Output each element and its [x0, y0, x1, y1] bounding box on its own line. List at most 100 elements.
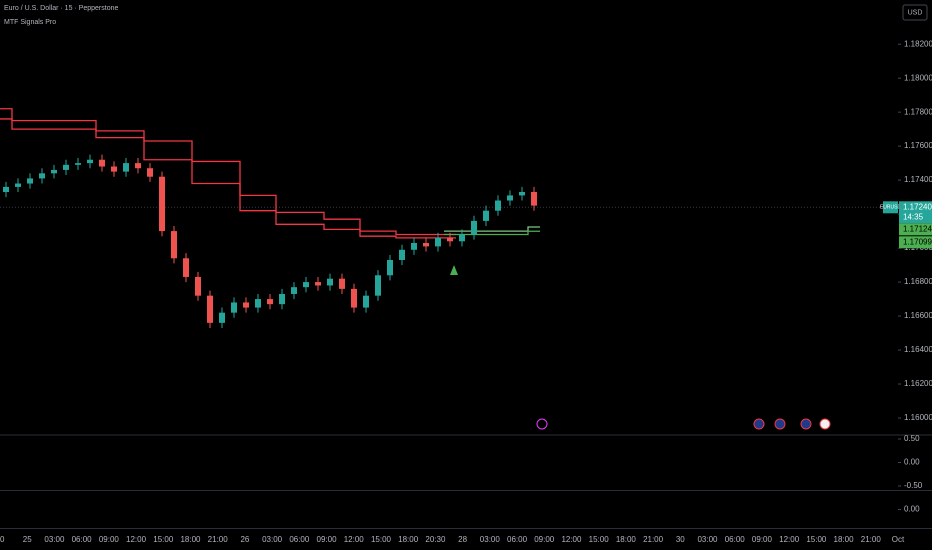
x-tick-label: 00: [0, 535, 5, 544]
event-icon[interactable]: [774, 418, 786, 430]
x-tick-label: 25: [23, 535, 32, 544]
y-tick-label: 1.16200: [904, 379, 932, 388]
x-tick-label: 18:00: [616, 535, 637, 544]
symbol-label: EURUSD: [880, 205, 902, 211]
last-price-label: 1.17240: [903, 202, 932, 211]
x-tick-label: 21:00: [208, 535, 229, 544]
price-tag-label: 1.17099: [903, 237, 932, 246]
chart-title: Euro / U.S. Dollar · 15 · Pepperstone: [4, 5, 118, 12]
candle-body: [279, 293, 285, 305]
x-tick-label: 15:00: [806, 535, 827, 544]
candle-body: [363, 295, 369, 308]
candle-body: [531, 192, 537, 206]
candle-body: [387, 259, 393, 276]
candle-body: [447, 237, 453, 242]
price-tag: [899, 236, 932, 249]
candle-body: [39, 173, 45, 179]
candle-body: [63, 164, 69, 170]
candle-body: [351, 288, 357, 308]
candle-body: [303, 282, 309, 288]
event-icons: [536, 418, 831, 430]
candle-body: [471, 220, 477, 235]
y-tick-label: 1.18000: [904, 73, 932, 82]
x-tick-label: 03:00: [697, 535, 718, 544]
x-tick-label: Oct: [892, 535, 905, 544]
event-icon[interactable]: [536, 418, 548, 430]
candle-body: [291, 287, 297, 294]
candle-body: [135, 163, 141, 169]
candle-body: [183, 258, 189, 277]
candle-body: [207, 295, 213, 323]
candle-body: [435, 237, 441, 247]
candle-body: [123, 163, 129, 172]
x-tick-label: 21:00: [643, 535, 664, 544]
candle-body: [231, 302, 237, 313]
x-tick-label: 03:00: [262, 535, 283, 544]
currency-button[interactable]: [902, 4, 928, 21]
event-icon[interactable]: [800, 418, 812, 430]
symbol-tag: [883, 201, 898, 214]
x-tick-label: 30: [676, 535, 685, 544]
x-tick-label: 18:00: [398, 535, 419, 544]
y-tick-label: 1.16000: [904, 413, 932, 422]
y-tick-label: 1.16800: [904, 277, 932, 286]
candle-body: [255, 299, 261, 308]
event-icon[interactable]: [819, 418, 831, 430]
y-tick-label: 1.17600: [904, 141, 932, 150]
x-tick-label: 06:00: [72, 535, 93, 544]
x-tick-label: 28: [458, 535, 467, 544]
x-tick-label: 15:00: [371, 535, 392, 544]
level-line: [444, 230, 540, 236]
y-tick-label: 0.00: [904, 458, 920, 467]
price-tag: [899, 223, 932, 236]
x-tick-label: 20:30: [425, 535, 446, 544]
x-tick-label: 26: [240, 535, 249, 544]
x-tick-label: 09:00: [317, 535, 338, 544]
last-price-tag: [899, 201, 932, 224]
x-tick-label: 21:00: [861, 535, 882, 544]
x-tick-label: 12:00: [126, 535, 147, 544]
candle-body: [459, 234, 465, 242]
x-tick-label: 03:00: [480, 535, 501, 544]
indicator-name: MTF Signals Pro: [4, 19, 56, 26]
candle-body: [219, 312, 225, 323]
currency-label: USD: [908, 9, 923, 16]
candle-body: [339, 278, 345, 289]
candle-body: [75, 163, 81, 165]
y-tick-label: -0.50: [904, 481, 923, 490]
candle-body: [327, 278, 333, 286]
level-line: [444, 226, 540, 232]
level-line: [0, 108, 456, 236]
candle-body: [507, 195, 513, 201]
y-tick-label: 1.18200: [904, 39, 932, 48]
candle-body: [195, 276, 201, 296]
y-tick-label: 0.50: [904, 434, 920, 443]
level-line: [0, 118, 456, 239]
y-tick-label: 1.16400: [904, 345, 932, 354]
candle-body: [147, 168, 153, 177]
candle-body: [51, 169, 57, 174]
y-tick-label: 1.16600: [904, 311, 932, 320]
candle-body: [15, 183, 21, 187]
x-tick-label: 03:00: [44, 535, 65, 544]
candle-body: [159, 176, 165, 232]
y-tick-label: 1.17800: [904, 107, 932, 116]
x-tick-label: 15:00: [153, 535, 174, 544]
candle-body: [423, 242, 429, 247]
signal-arrow: [450, 265, 458, 275]
price-tag-label: 1.17124: [903, 224, 932, 233]
event-icon[interactable]: [753, 418, 765, 430]
candle-body: [111, 166, 117, 172]
x-tick-label: 06:00: [507, 535, 528, 544]
x-tick-label: 09:00: [752, 535, 773, 544]
candle-body: [375, 275, 381, 296]
candle-body: [411, 242, 417, 250]
candle-body: [27, 178, 33, 184]
x-tick-label: 06:00: [725, 535, 746, 544]
candle-body: [243, 302, 249, 308]
y-tick-label: 1.17400: [904, 175, 932, 184]
x-tick-label: 18:00: [180, 535, 201, 544]
countdown-label: 14:35: [903, 212, 924, 221]
candle-body: [483, 210, 489, 221]
candle-body: [87, 159, 93, 164]
